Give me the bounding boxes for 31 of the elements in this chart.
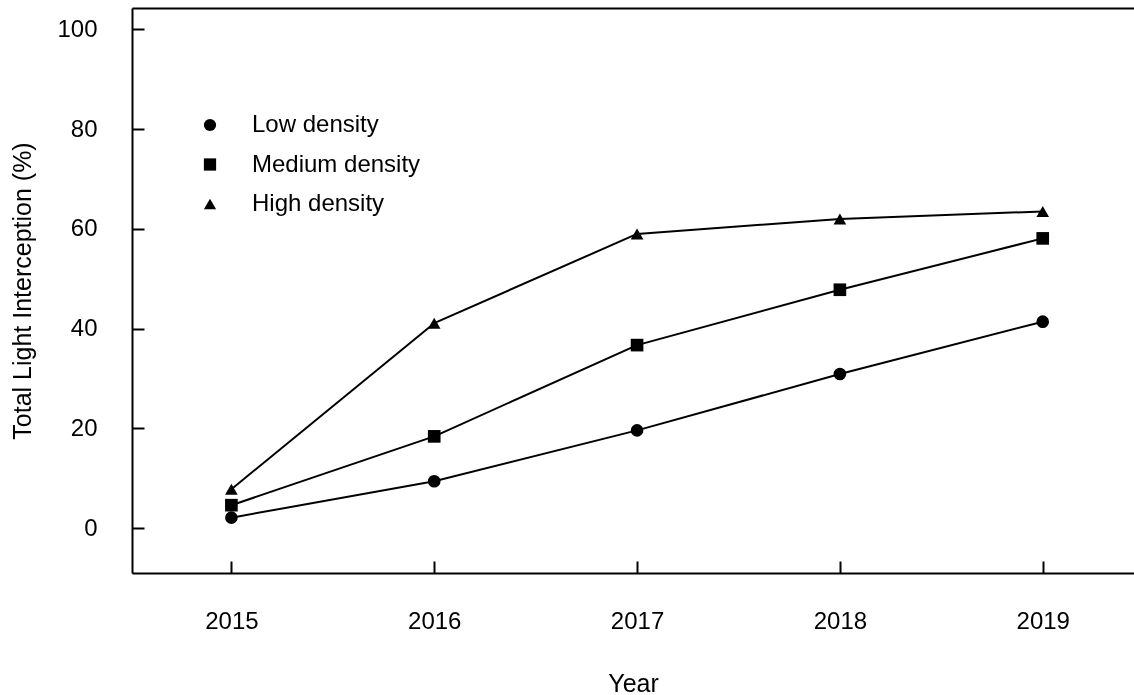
x-tick-label: 2018	[813, 606, 868, 634]
legend-label: High density	[252, 189, 385, 216]
point	[630, 424, 644, 437]
point	[833, 283, 847, 297]
x-tick-label: 2015	[205, 606, 259, 634]
point	[630, 338, 644, 352]
y-axis-title: Total Light Interception (%)	[8, 142, 37, 440]
point	[1036, 232, 1050, 245]
point	[833, 213, 847, 225]
x-tick-label: 2019	[1016, 606, 1070, 634]
point	[225, 498, 238, 512]
point	[225, 511, 238, 524]
y-tick-label: 100	[57, 14, 98, 42]
legend-label: Medium density	[252, 149, 421, 177]
y-tick-label: 60	[70, 214, 98, 242]
point	[630, 228, 644, 240]
x-tick-label: 2017	[610, 606, 665, 634]
x-tick-label: 2016	[408, 606, 462, 634]
x-axis-title: Year	[608, 668, 659, 695]
point	[1036, 315, 1050, 328]
legend-label: Low density	[252, 110, 379, 137]
y-tick-label: 20	[70, 413, 98, 441]
point	[427, 317, 441, 329]
y-tick-label: 80	[70, 114, 98, 142]
point	[1036, 205, 1050, 217]
point	[833, 367, 847, 381]
y-tick-label: 40	[70, 314, 98, 342]
y-tick-label: 0	[84, 513, 98, 541]
point	[427, 430, 441, 443]
point	[225, 483, 238, 495]
point	[427, 474, 441, 488]
